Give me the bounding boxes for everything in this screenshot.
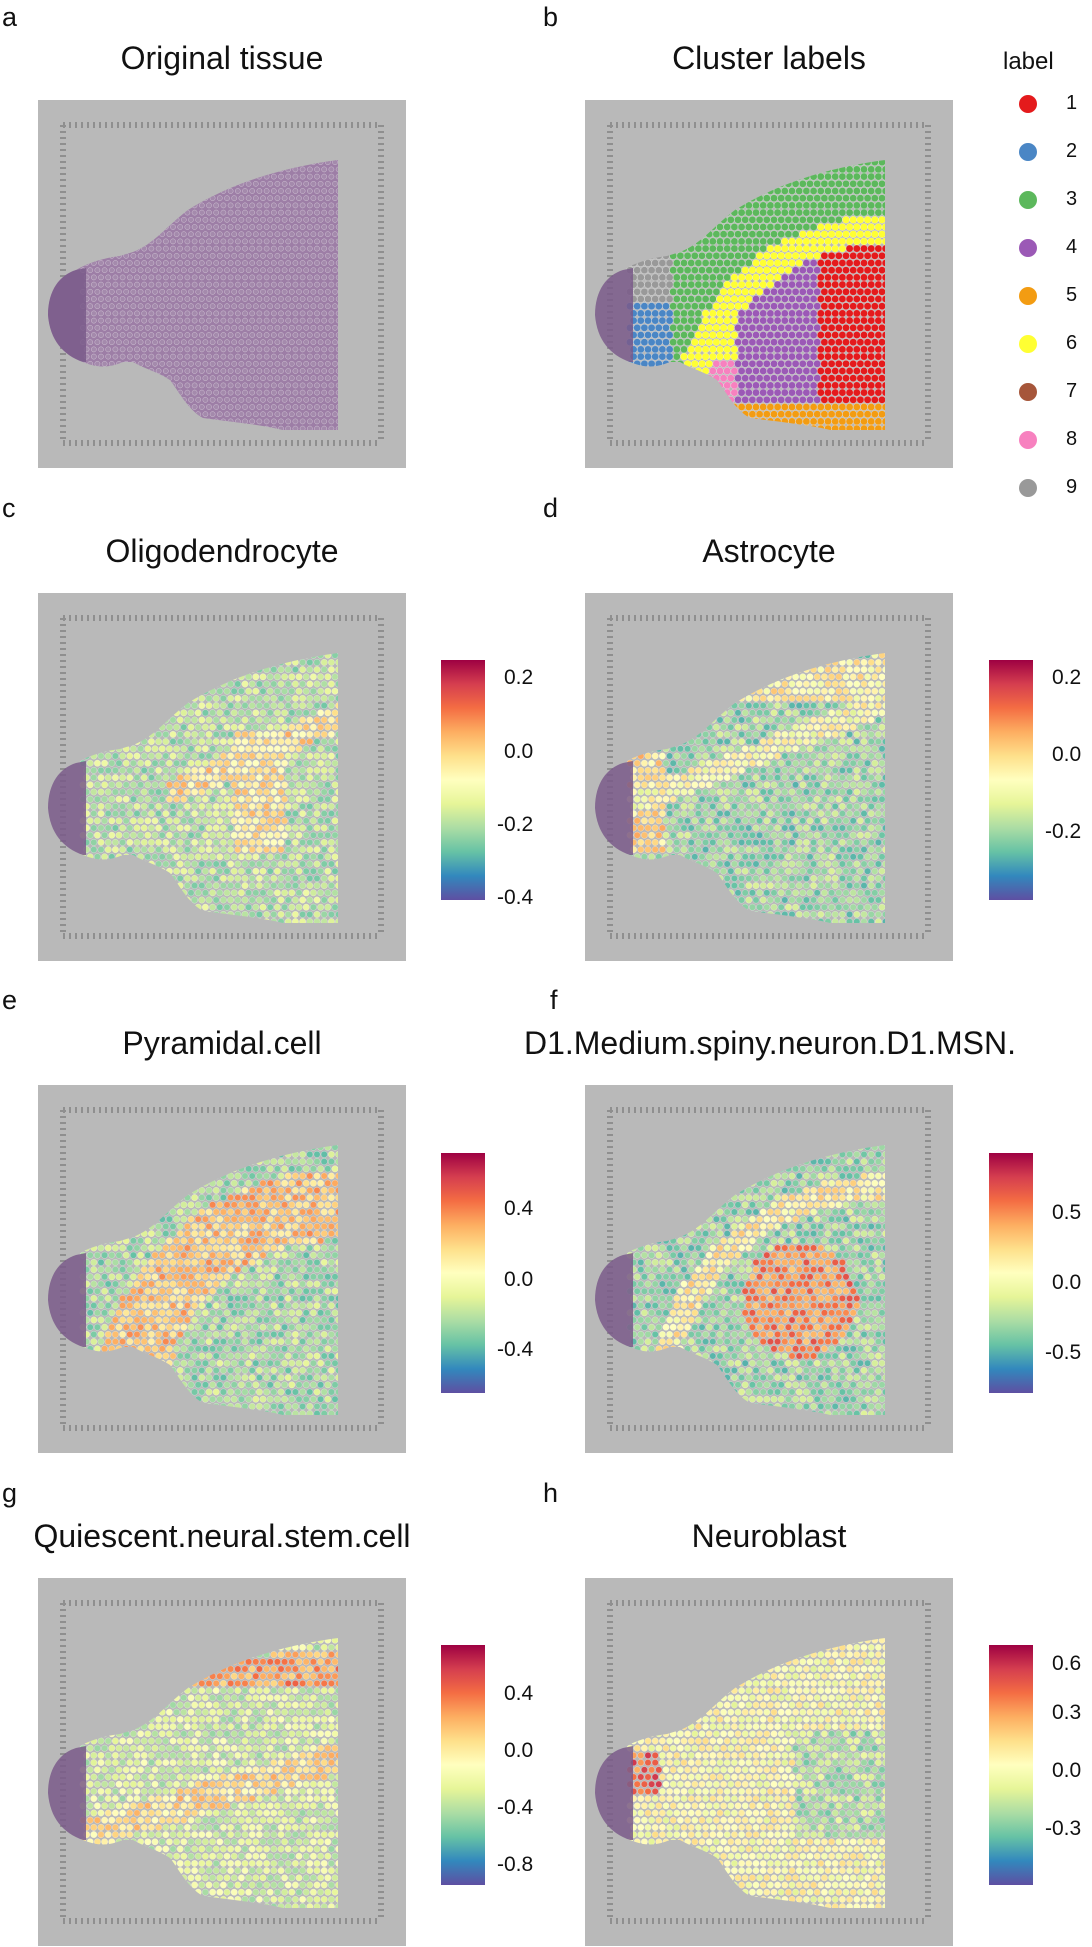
tissue-image-neuroblast	[585, 1578, 953, 1946]
cbar-tick: 0.0	[504, 1268, 534, 1291]
panel-letter-h: h	[543, 1478, 559, 1508]
panel-title-f: D1.Medium.spiny.neuron.D1.MSN.	[523, 1025, 1017, 1061]
legend-swatch	[1019, 95, 1037, 113]
legend-swatch	[1019, 143, 1037, 161]
legend-swatch	[1019, 431, 1037, 449]
colorbar-pyramidal	[441, 1153, 485, 1393]
panel-letter-e: e	[2, 985, 18, 1015]
cbar-tick: 0.0	[504, 1739, 534, 1762]
cbar-tick: 0.2	[504, 666, 534, 689]
legend-label: 9	[1066, 476, 1078, 498]
tissue-image-clusters	[585, 100, 953, 468]
colorbar-oligodendrocyte	[441, 660, 485, 900]
panel-title-g: Quiescent.neural.stem.cell	[33, 1518, 411, 1554]
cbar-tick: 0.4	[504, 1197, 534, 1220]
legend-swatch	[1019, 335, 1037, 353]
cbar-tick: -0.2	[1045, 820, 1082, 843]
legend-label: 3	[1066, 188, 1078, 210]
cbar-tick: 0.3	[1052, 1701, 1082, 1724]
tissue-image-qnsc	[38, 1578, 406, 1946]
cbar-tick: 0.0	[1052, 1271, 1082, 1294]
legend-swatch	[1019, 239, 1037, 257]
cbar-tick: -0.5	[1045, 1341, 1082, 1364]
cbar-tick: -0.8	[497, 1853, 534, 1876]
cbar-tick: 0.4	[504, 1682, 534, 1705]
panel-letter-g: g	[2, 1478, 18, 1508]
cbar-tick: 0.5	[1052, 1201, 1082, 1224]
panel-title-d: Astrocyte	[702, 533, 836, 569]
panel-title-c: Oligodendrocyte	[105, 533, 339, 569]
tissue-image-original	[38, 100, 406, 468]
legend-swatch	[1019, 479, 1037, 497]
cbar-tick: -0.4	[497, 1338, 534, 1361]
cbar-tick: 0.0	[1052, 1759, 1082, 1782]
cbar-tick: 0.0	[1052, 743, 1082, 766]
panel-letter-f: f	[550, 985, 558, 1015]
colorbar-neuroblast	[989, 1645, 1033, 1885]
cbar-tick: 0.0	[504, 740, 534, 763]
legend-label: 2	[1066, 140, 1078, 162]
panel-title-a: Original tissue	[120, 40, 324, 76]
cbar-tick: -0.3	[1045, 1817, 1082, 1840]
tissue-image-pyramidal	[38, 1085, 406, 1453]
colorbar-d1-msn	[989, 1153, 1033, 1393]
panel-letter-c: c	[2, 493, 16, 523]
legend-label: 4	[1066, 236, 1078, 258]
legend-label: 6	[1066, 332, 1078, 354]
cbar-tick: 0.2	[1052, 666, 1082, 689]
legend-label: 7	[1066, 380, 1078, 402]
cbar-tick: -0.4	[497, 1796, 534, 1819]
legend-swatch	[1019, 383, 1037, 401]
cbar-tick: -0.4	[497, 886, 534, 909]
tissue-image-astrocyte	[585, 593, 953, 961]
cbar-tick: -0.2	[497, 813, 534, 836]
tissue-image-oligodendrocyte	[38, 593, 406, 961]
legend-swatch	[1019, 287, 1037, 305]
cbar-tick: 0.6	[1052, 1652, 1082, 1675]
colorbar-astrocyte	[989, 660, 1033, 900]
colorbar-qnsc	[441, 1645, 485, 1885]
legend-title: label	[1003, 48, 1054, 75]
tissue-image-d1-msn	[585, 1085, 953, 1453]
panel-letter-d: d	[543, 493, 559, 523]
panel-title-b: Cluster labels	[672, 40, 866, 76]
legend-label: 1	[1066, 92, 1078, 114]
legend-swatch	[1019, 191, 1037, 209]
panel-letter-a: a	[2, 2, 18, 32]
legend-label: 5	[1066, 284, 1078, 306]
panel-title-h: Neuroblast	[691, 1518, 847, 1554]
panel-letter-b: b	[543, 2, 559, 32]
legend-label: 8	[1066, 428, 1078, 450]
panel-title-e: Pyramidal.cell	[122, 1025, 322, 1061]
